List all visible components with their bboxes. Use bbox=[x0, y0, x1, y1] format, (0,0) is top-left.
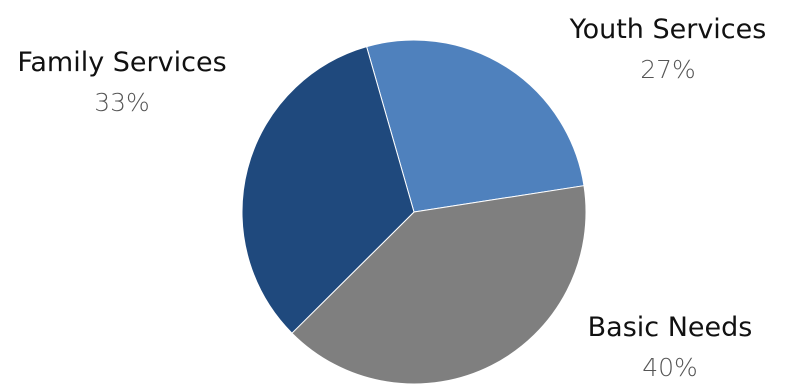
slice-label-family-services: Family Services bbox=[17, 47, 226, 78]
slice-label-basic-needs: Basic Needs bbox=[588, 312, 753, 343]
pie-slice-youth-services bbox=[365, 39, 585, 213]
label-group-basic-needs: Basic Needs 40% bbox=[588, 312, 753, 382]
slice-value-basic-needs: 40% bbox=[642, 353, 698, 382]
slice-value-youth-services: 27% bbox=[640, 55, 696, 84]
slice-value-family-services: 33% bbox=[94, 88, 150, 117]
slice-label-youth-services: Youth Services bbox=[569, 14, 767, 45]
label-group-youth-services: Youth Services 27% bbox=[569, 14, 767, 84]
pie-slice-family-services bbox=[241, 46, 415, 334]
pie-slices bbox=[241, 39, 587, 385]
pie-slice-basic-needs bbox=[291, 185, 587, 385]
label-group-family-services: Family Services 33% bbox=[17, 47, 226, 117]
